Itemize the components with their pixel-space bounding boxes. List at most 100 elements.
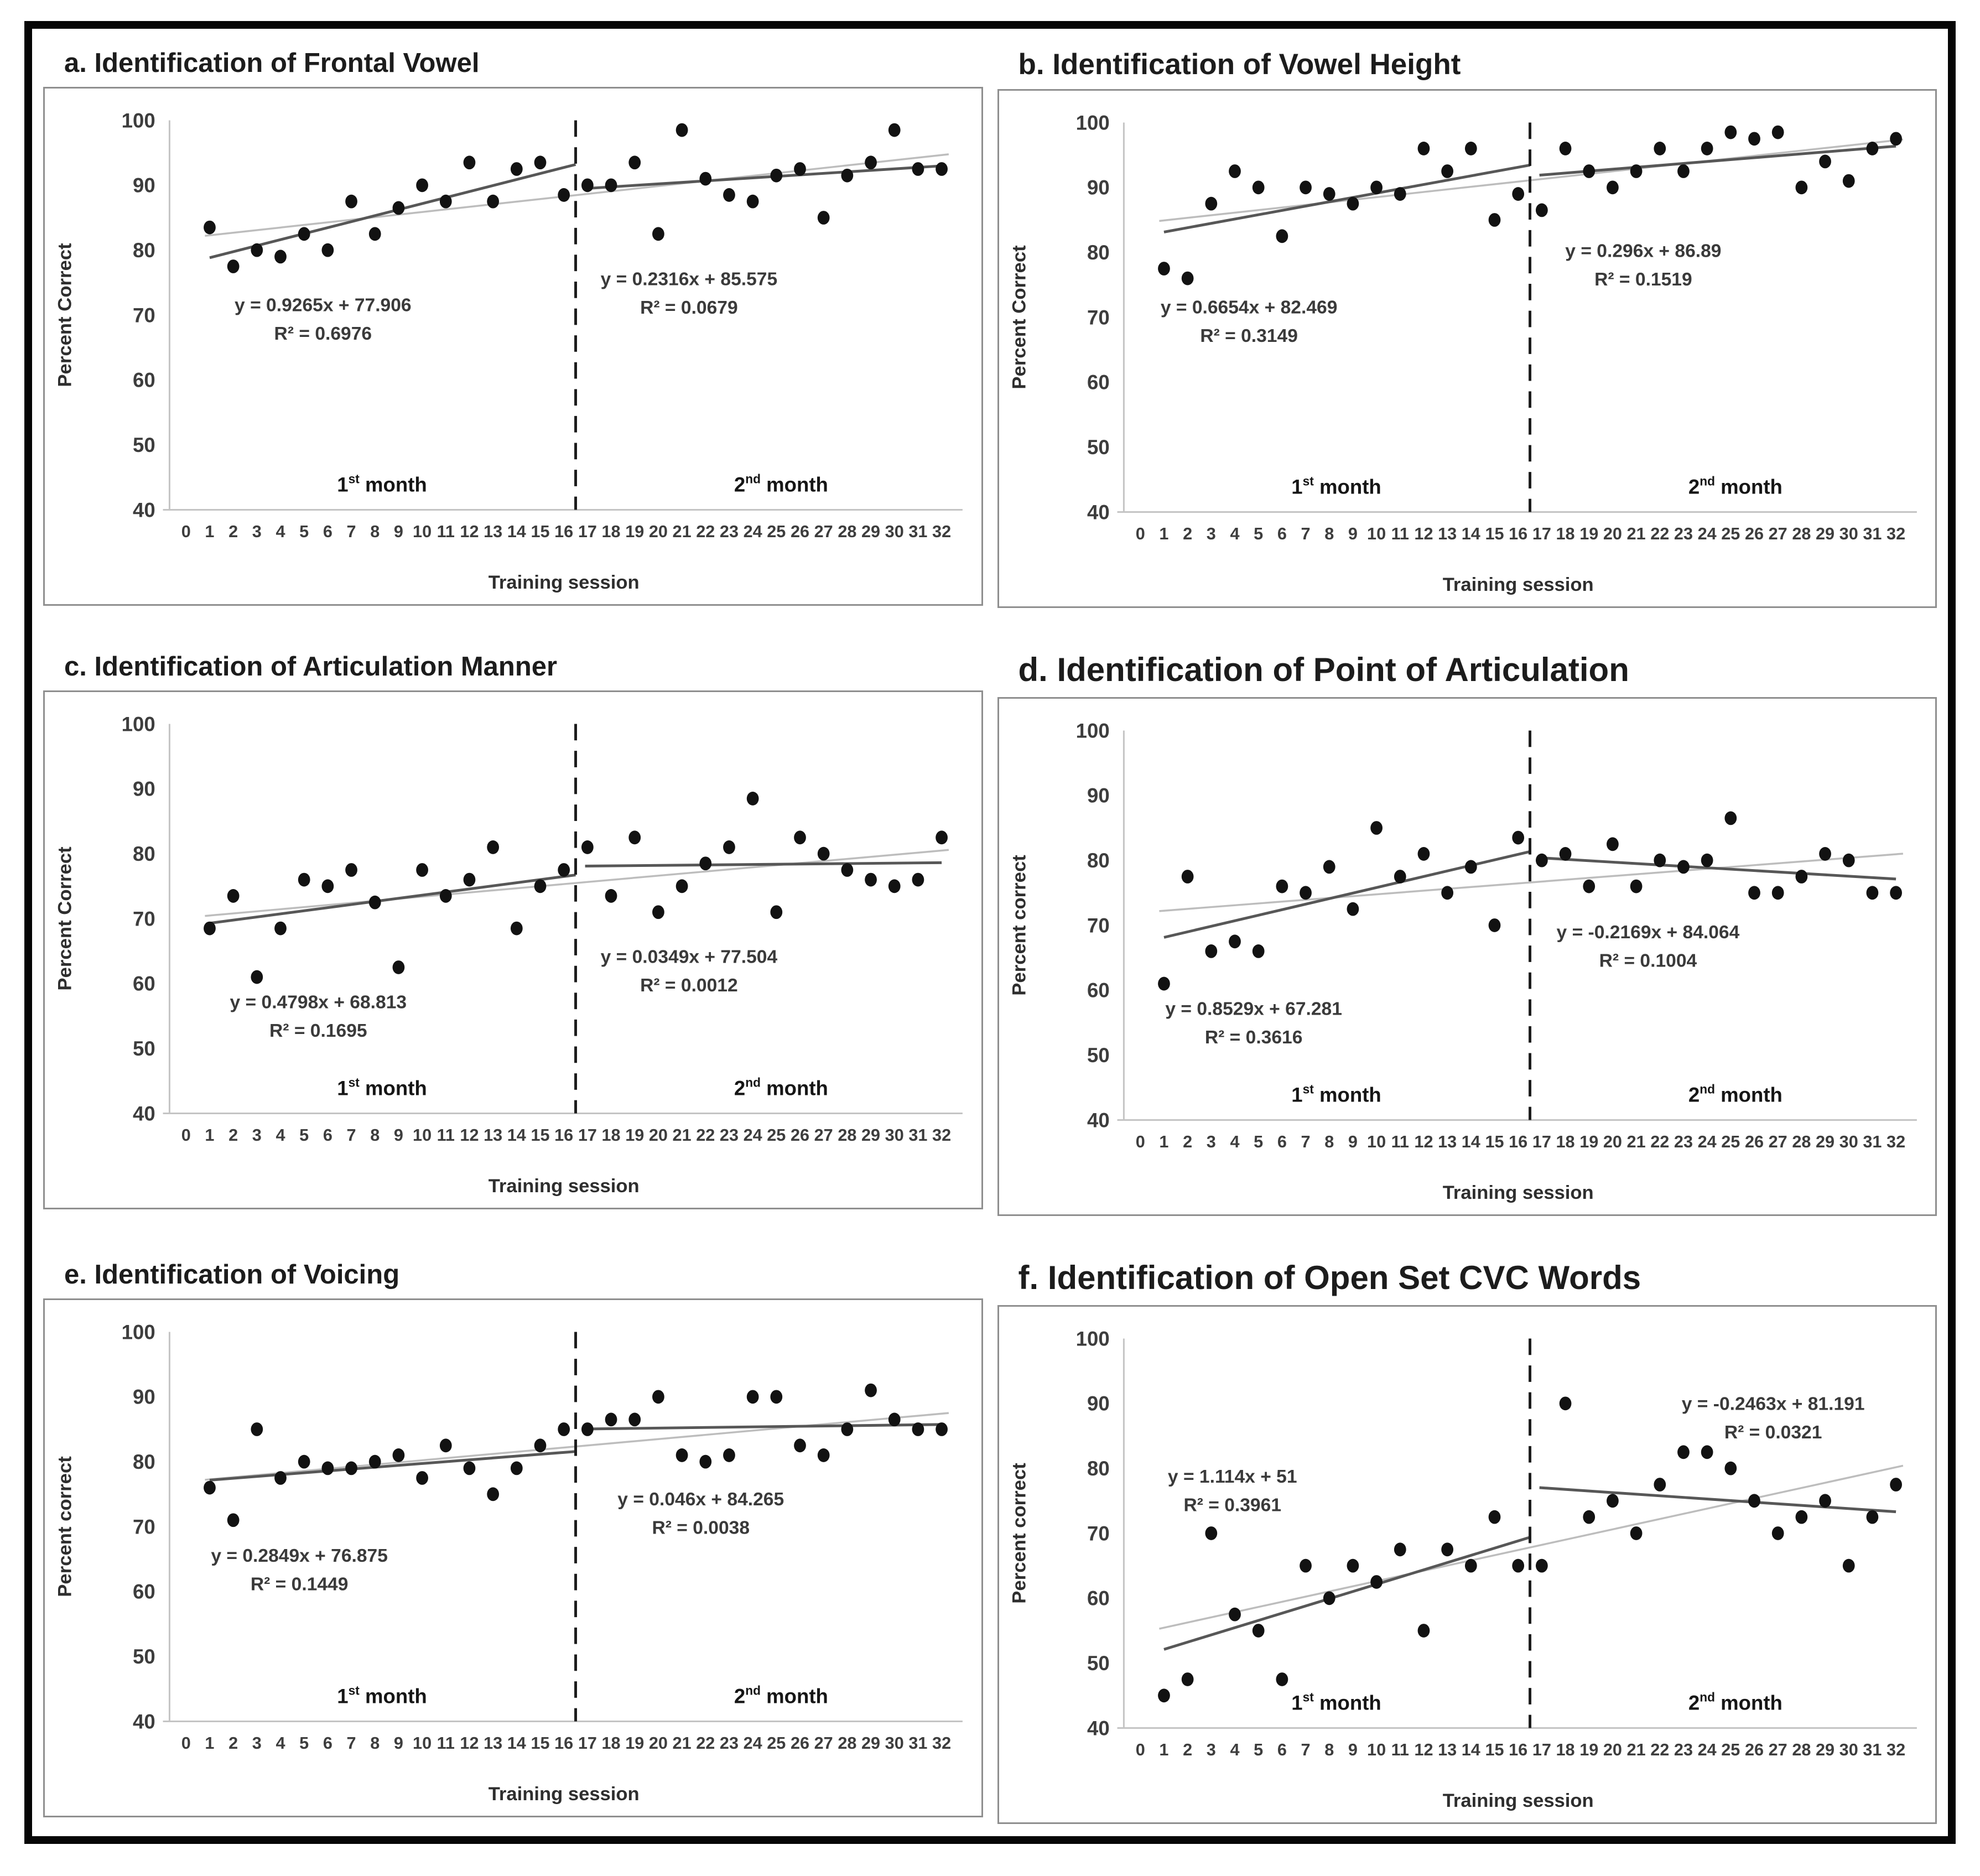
data-point <box>1724 811 1737 825</box>
data-point <box>581 178 594 193</box>
y-tick-label: 50 <box>133 1645 155 1668</box>
x-tick-label: 22 <box>696 1125 715 1145</box>
x-tick-label: 18 <box>602 1733 621 1753</box>
data-points <box>1157 1396 1902 1703</box>
x-tick-label: 31 <box>1863 1740 1882 1759</box>
x-tick-label: 0 <box>181 1125 191 1145</box>
x-tick-label: 25 <box>767 522 786 541</box>
y-tick-label: 80 <box>1087 849 1110 872</box>
x-tick-label: 22 <box>1650 524 1669 543</box>
data-point <box>1559 142 1571 156</box>
x-tick-label: 21 <box>673 1125 692 1145</box>
x-tick-label: 27 <box>1768 524 1787 543</box>
x-tick-label: 21 <box>673 1733 692 1753</box>
month-2-r2-label: R² = 0.0679 <box>640 298 738 318</box>
data-point <box>368 895 381 910</box>
data-point <box>1299 886 1312 900</box>
data-point <box>1157 976 1170 991</box>
data-point <box>1818 154 1831 169</box>
x-tick-label: 2 <box>228 1733 238 1753</box>
month-2-regression-line <box>585 861 942 868</box>
x-tick-label: 6 <box>323 1125 332 1145</box>
y-tick-label: 60 <box>1087 371 1110 394</box>
x-tick-label: 32 <box>1887 1740 1905 1759</box>
x-tick-label: 31 <box>1863 1132 1882 1151</box>
data-point <box>1889 132 1902 146</box>
data-point <box>936 830 948 845</box>
x-tick-label: 32 <box>1887 1132 1905 1151</box>
data-point <box>510 921 523 936</box>
data-point <box>534 1438 547 1453</box>
data-point <box>487 1487 500 1501</box>
x-tick-label: 23 <box>720 1733 739 1753</box>
x-tick-label: 18 <box>1556 1740 1574 1759</box>
data-point <box>1724 1461 1737 1475</box>
x-tick-label: 9 <box>394 1125 403 1145</box>
month-1-label: 1st month <box>337 472 427 496</box>
panel-f-title: f. Identification of Open Set CVC Words <box>1018 1259 1641 1297</box>
data-point <box>675 123 688 137</box>
month-1-r2-label: R² = 0.3961 <box>1183 1495 1281 1515</box>
x-tick-label: 0 <box>1135 1740 1145 1759</box>
data-point <box>1464 860 1477 874</box>
x-tick-label: 26 <box>1744 1132 1763 1151</box>
x-tick-label: 14 <box>1461 1740 1480 1759</box>
y-tick-label: 100 <box>1075 112 1109 134</box>
x-tick-label: 30 <box>885 1125 904 1145</box>
x-tick-label: 11 <box>437 1733 455 1753</box>
y-tick-label: 50 <box>1087 1044 1110 1067</box>
x-axis-title: Training session <box>1442 574 1593 595</box>
month-1-regression-line <box>1163 164 1530 234</box>
x-tick-label: 6 <box>323 1733 332 1753</box>
data-point <box>1417 142 1430 156</box>
x-tick-label: 2 <box>228 522 238 541</box>
data-point <box>416 863 428 877</box>
x-tick-label: 29 <box>861 1733 880 1753</box>
data-point <box>1866 1510 1878 1524</box>
month-2-equation-label: y = 0.046x + 84.265 <box>617 1489 784 1510</box>
x-tick-label: 25 <box>1721 524 1740 543</box>
data-point <box>936 1422 948 1436</box>
x-tick-label: 7 <box>347 522 356 541</box>
x-tick-label: 10 <box>1367 1132 1386 1151</box>
x-tick-label: 29 <box>1816 1740 1835 1759</box>
data-point <box>1795 870 1807 884</box>
x-tick-label: 5 <box>299 1125 309 1145</box>
data-point <box>817 1448 830 1462</box>
x-axis-title: Training session <box>1442 1182 1593 1203</box>
y-tick-label: 60 <box>133 369 155 392</box>
data-point <box>1204 944 1217 958</box>
data-point <box>1582 879 1595 893</box>
x-tick-label: 21 <box>673 522 692 541</box>
x-tick-label: 7 <box>1301 1132 1310 1151</box>
x-tick-label: 12 <box>460 1733 479 1753</box>
x-tick-label: 20 <box>649 1125 668 1145</box>
month-2-label: 2nd month <box>1688 474 1782 498</box>
figure-frame: a. Identification of Frontal Vowel 40 50 6… <box>24 21 1956 1844</box>
month-2-r2-label: R² = 0.0038 <box>652 1518 750 1538</box>
x-tick-label: 14 <box>507 1125 526 1145</box>
x-tick-label: 22 <box>1650 1740 1669 1759</box>
x-tick-label: 11 <box>1391 1740 1409 1759</box>
x-tick-label: 30 <box>885 522 904 541</box>
x-tick-label: 1 <box>1159 1740 1168 1759</box>
x-tick-label: 15 <box>1485 1132 1504 1151</box>
x-tick-label: 10 <box>1367 1740 1386 1759</box>
month-1-equation-label: y = 0.4798x + 68.813 <box>230 992 407 1013</box>
y-tick-label: 70 <box>1087 306 1110 329</box>
month-2-label: 2nd month <box>734 472 828 496</box>
data-point <box>274 250 287 264</box>
data-point <box>298 872 310 887</box>
data-point <box>321 243 334 257</box>
x-tick-label: 8 <box>1324 524 1334 543</box>
x-tick-label: 14 <box>507 1733 526 1753</box>
x-tick-label: 14 <box>1461 1132 1480 1151</box>
data-point <box>321 1461 334 1475</box>
x-tick-label: 19 <box>625 1125 644 1145</box>
data-point <box>865 155 877 170</box>
y-tick-label: 90 <box>1087 1392 1110 1415</box>
data-point <box>251 243 263 257</box>
panel-a-chart-box: 40 50 60 70 80 90 100 0 1 2 3 4 5 6 7 8 9 10 11 12 13 14 15 16 1… <box>43 86 983 606</box>
month-2-equation-label: y = 0.2316x + 85.575 <box>601 269 778 289</box>
